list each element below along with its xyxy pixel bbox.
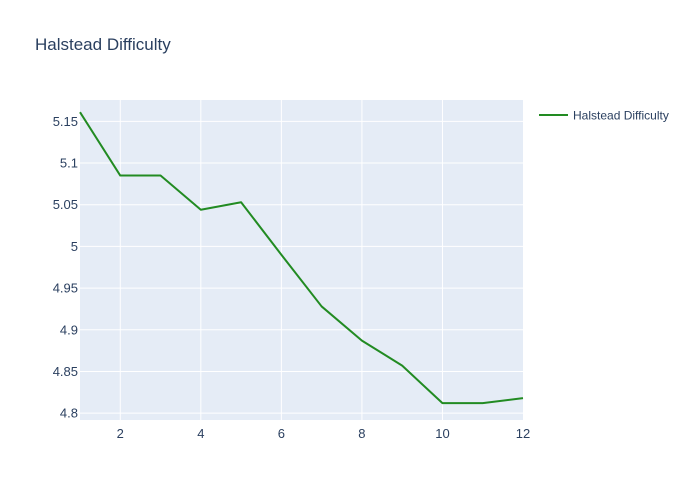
x-tick-label: 6 xyxy=(278,426,285,441)
series-lines xyxy=(79,111,524,405)
y-tick-label: 5.1 xyxy=(60,156,78,171)
y-tick-label: 5.05 xyxy=(53,197,78,212)
legend[interactable]: Halstead Difficulty xyxy=(539,109,669,123)
y-tick-label: 4.85 xyxy=(53,364,78,379)
y-tick-label: 4.9 xyxy=(60,322,78,337)
series-line xyxy=(79,111,524,405)
x-tick-label: 12 xyxy=(516,426,530,441)
y-tick-label: 5.15 xyxy=(53,114,78,129)
chart-title: Halstead Difficulty xyxy=(35,35,171,54)
x-tick-label: 2 xyxy=(117,426,124,441)
plot-area xyxy=(80,100,523,420)
y-tick-label: 4.8 xyxy=(60,406,78,421)
x-tick-label: 10 xyxy=(435,426,449,441)
y-tick-label: 5 xyxy=(71,239,78,254)
x-axis-ticks: 2 4 6 8 10 12 xyxy=(117,426,531,441)
y-gridlines xyxy=(80,120,523,414)
y-axis-ticks: 4.8 4.85 4.9 4.95 5 5.05 5.1 5.15 xyxy=(53,114,78,421)
x-tick-label: 4 xyxy=(197,426,204,441)
x-tick-label: 8 xyxy=(358,426,365,441)
y-tick-label: 4.95 xyxy=(53,281,78,296)
legend-label[interactable]: Halstead Difficulty xyxy=(573,109,669,123)
x-gridlines xyxy=(119,100,443,420)
